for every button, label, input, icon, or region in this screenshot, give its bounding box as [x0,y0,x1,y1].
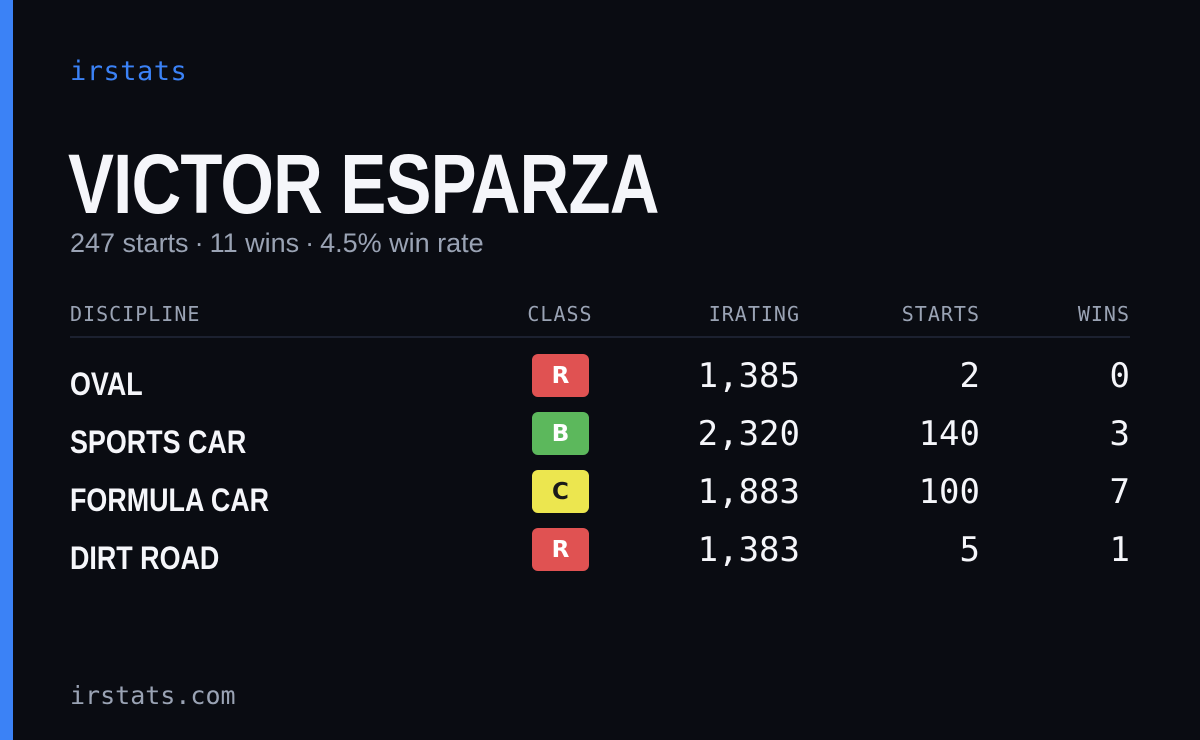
starts-value: 140 [918,414,980,454]
header-wins: WINS [1077,302,1130,326]
wins-value: 1 [1109,530,1130,570]
summary-win-rate: 4.5% win rate [320,228,484,258]
wins-value: 0 [1109,356,1130,396]
starts-value: 2 [959,356,980,396]
table-row: SPORTS CAR B 2,320 140 3 [70,412,1130,470]
accent-bar [0,0,13,740]
discipline-name: DIRT ROAD [70,540,220,576]
discipline-stats-table: DISCIPLINE CLASS IRATING STARTS WINS OVA… [70,298,1130,576]
brand-logo-text: irstats [70,56,188,87]
driver-name: VICTOR ESPARZA [68,137,659,231]
header-class: CLASS [527,302,593,326]
table-row: FORMULA CAR C 1,883 100 7 [70,470,1130,528]
class-badge: R [532,528,589,571]
wins-value: 7 [1109,472,1130,512]
discipline-name: SPORTS CAR [70,424,247,460]
summary-wins: 11 wins [209,228,300,258]
header-starts: STARTS [901,302,980,326]
summary-separator: · [305,228,315,258]
footer-url: irstats.com [70,681,236,710]
irating-value: 1,383 [697,530,800,570]
driver-summary: 247 starts · 11 wins · 4.5% win rate [70,228,484,259]
header-irating: IRATING [708,302,800,326]
irating-value: 1,883 [697,472,800,512]
class-badge: R [532,354,589,397]
class-badge: C [532,470,589,513]
summary-starts: 247 starts [70,228,189,258]
summary-separator: · [194,228,204,258]
class-badge: B [532,412,589,455]
starts-value: 5 [959,530,980,570]
header-discipline: DISCIPLINE [70,302,201,326]
discipline-name: OVAL [70,366,143,402]
discipline-name: FORMULA CAR [70,482,270,518]
wins-value: 3 [1109,414,1130,454]
irating-value: 1,385 [697,356,800,396]
starts-value: 100 [918,472,980,512]
irating-value: 2,320 [697,414,800,454]
table-header: DISCIPLINE CLASS IRATING STARTS WINS [70,298,1130,338]
table-row: OVAL R 1,385 2 0 [70,354,1130,412]
table-row: DIRT ROAD R 1,383 5 1 [70,528,1130,586]
table-body: OVAL R 1,385 2 0 SPORTS CAR B 2,320 140 3 FORMULA … [70,354,1130,586]
